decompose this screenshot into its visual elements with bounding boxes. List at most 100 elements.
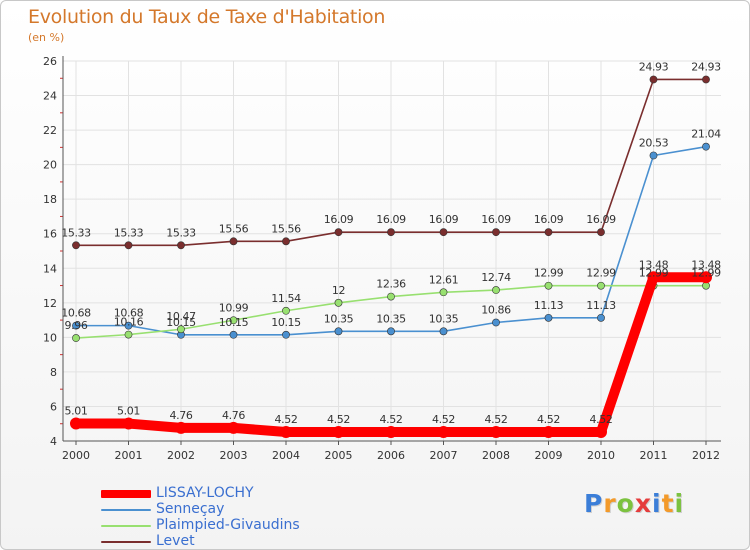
- data-point: [122, 417, 135, 430]
- y-tick-label: 18: [43, 193, 57, 206]
- data-label: 20.53: [639, 136, 669, 149]
- legend-swatch: [101, 525, 151, 527]
- proxiti-logo: Proxiti: [584, 489, 684, 518]
- data-label: 15.33: [166, 226, 196, 239]
- data-point: [439, 327, 448, 336]
- x-tick-label: 2008: [482, 449, 510, 462]
- y-tick-label: 22: [43, 124, 57, 137]
- data-label: 16.09: [481, 213, 511, 226]
- data-label: 11.13: [586, 299, 616, 312]
- x-tick-label: 2010: [587, 449, 615, 462]
- data-point: [702, 75, 710, 84]
- x-tick-label: 2009: [535, 449, 563, 462]
- data-point: [490, 426, 502, 439]
- data-label: 4.52: [537, 413, 560, 426]
- logo-letter: t: [661, 489, 675, 518]
- data-label: 12: [332, 284, 345, 297]
- data-label: 10.16: [114, 316, 144, 329]
- data-label: 11.54: [271, 292, 301, 305]
- data-point: [334, 327, 343, 336]
- data-label: 15.56: [271, 222, 301, 235]
- data-label: 4.52: [432, 413, 455, 426]
- data-point: [700, 271, 712, 284]
- x-tick-label: 2004: [272, 449, 300, 462]
- data-label: 10.15: [219, 316, 249, 329]
- data-label: 10.35: [429, 312, 459, 325]
- logo-letter: x: [634, 489, 652, 518]
- y-tick-label: 6: [50, 400, 57, 413]
- legend-swatch: [101, 541, 151, 543]
- data-point: [227, 421, 240, 434]
- data-point: [72, 334, 80, 342]
- y-tick-label: 4: [50, 435, 57, 448]
- data-label: 10.68: [114, 307, 144, 320]
- data-label: 10.68: [61, 307, 91, 320]
- y-tick-label: 24: [43, 90, 57, 103]
- data-label: 15.33: [114, 226, 144, 239]
- data-label: 13.48: [639, 258, 669, 271]
- data-label: 10.35: [376, 312, 406, 325]
- data-point: [387, 228, 395, 237]
- data-label: 16.09: [534, 213, 564, 226]
- data-label: 10.47: [166, 310, 196, 323]
- y-tick-label: 26: [43, 55, 57, 68]
- data-point: [177, 325, 185, 334]
- chart-subtitle: (en %): [28, 31, 65, 44]
- data-point: [72, 321, 80, 330]
- legend-label: Plaimpied-Givaudins: [156, 517, 300, 533]
- y-tick-label: 8: [50, 366, 57, 379]
- data-label: 24.93: [639, 60, 669, 73]
- data-label: 12.36: [376, 278, 406, 291]
- data-point: [597, 228, 605, 237]
- data-label: 9.96: [65, 319, 88, 332]
- data-point: [647, 271, 660, 284]
- data-label: 10.86: [481, 304, 511, 317]
- y-tick-label: 10: [43, 331, 57, 344]
- data-point: [492, 318, 500, 327]
- data-point: [649, 75, 658, 84]
- x-tick-label: 2011: [640, 449, 668, 462]
- data-point: [492, 228, 500, 237]
- data-point: [385, 426, 397, 439]
- data-point: [229, 330, 238, 339]
- data-label: 4.52: [275, 413, 298, 426]
- data-label: 4.52: [327, 413, 350, 426]
- data-point: [177, 241, 185, 250]
- logo-letter: i: [674, 489, 685, 518]
- data-point: [595, 426, 607, 439]
- data-label: 12.74: [481, 271, 511, 284]
- legend-label: Senneçay: [156, 501, 225, 517]
- data-label: 16.09: [586, 213, 616, 226]
- chart-title: Evolution du Taux de Taxe d'Habitation: [28, 6, 386, 28]
- legend-swatch: [101, 509, 151, 511]
- data-label: 10.15: [166, 316, 196, 329]
- data-label: 4.76: [170, 409, 193, 422]
- data-point: [229, 316, 238, 325]
- x-tick-label: 2000: [62, 449, 90, 462]
- data-point: [437, 426, 450, 439]
- data-label: 12.99: [586, 267, 616, 280]
- data-label: 10.35: [324, 312, 354, 325]
- logo-letter: P: [584, 489, 604, 518]
- y-tick-label: 12: [43, 297, 57, 310]
- data-label: 16.09: [376, 213, 406, 226]
- x-tick-label: 2001: [115, 449, 143, 462]
- data-point: [439, 288, 448, 297]
- data-point: [282, 330, 290, 339]
- data-point: [124, 241, 133, 250]
- data-point: [72, 241, 80, 250]
- x-tick-label: 2002: [167, 449, 195, 462]
- x-tick-label: 2003: [220, 449, 248, 462]
- data-label: 12.99: [534, 267, 564, 280]
- data-point: [387, 292, 395, 301]
- data-label: 10.15: [271, 316, 301, 329]
- data-label: 5.01: [65, 405, 88, 418]
- data-label: 13.48: [691, 258, 721, 271]
- data-labels: 5.01 5.01 4.76 4.76 4.52 4.52 4.52 4.52 4.52 4.52…: [61, 60, 721, 426]
- series-lines: [70, 75, 712, 439]
- data-point: [597, 313, 605, 322]
- x-tick-label: 2006: [377, 449, 405, 462]
- x-tick-label: 2012: [692, 449, 720, 462]
- data-label: 4.52: [485, 413, 508, 426]
